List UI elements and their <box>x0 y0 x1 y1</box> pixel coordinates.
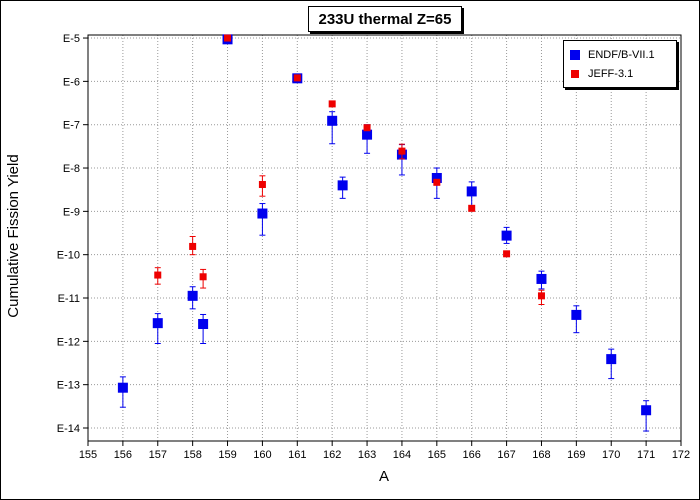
chart-title: 233U thermal Z=65 <box>318 10 452 28</box>
data-point <box>117 382 128 393</box>
x-tick-label: 169 <box>567 449 585 461</box>
data-point <box>152 318 163 329</box>
data-point <box>328 100 336 108</box>
tick-layer: 155 156 157 158 159 160 161 162 163 164 165 166 167 1… <box>57 33 690 461</box>
x-tick-label: 171 <box>637 449 655 461</box>
x-tick-label: 163 <box>358 449 376 461</box>
data-point <box>327 115 338 126</box>
y-tick-label: E-13 <box>57 380 80 392</box>
grid-layer <box>88 35 681 441</box>
legend-label-jeff: JEFF-3.1 <box>588 68 634 80</box>
legend: ENDF/B-VII.1 JEFF-3.1 <box>563 40 677 88</box>
x-tick-label: 155 <box>79 449 97 461</box>
data-point <box>363 124 371 132</box>
data-point <box>187 290 198 301</box>
data-point <box>641 405 652 416</box>
x-tick-label: 156 <box>114 449 132 461</box>
data-point <box>154 271 162 279</box>
x-tick-label: 157 <box>149 449 167 461</box>
data-point <box>537 292 545 300</box>
series-jeff <box>154 34 545 306</box>
legend-entry-endf: ENDF/B-VII.1 <box>570 48 655 62</box>
data-point <box>258 180 266 188</box>
x-tick-label: 159 <box>218 449 236 461</box>
legend-label-endf: ENDF/B-VII.1 <box>588 49 655 61</box>
x-tick-label: 167 <box>497 449 515 461</box>
y-tick-label: E-5 <box>63 33 80 45</box>
data-point <box>433 178 441 186</box>
data-point <box>606 354 617 365</box>
data-point <box>466 186 477 197</box>
x-tick-label: 168 <box>532 449 550 461</box>
data-point <box>257 208 268 219</box>
data-point <box>398 147 406 155</box>
data-point <box>293 74 301 82</box>
data-point <box>571 309 582 320</box>
x-tick-label: 170 <box>602 449 620 461</box>
y-tick-label: E-10 <box>57 250 80 262</box>
data-point <box>189 242 197 250</box>
x-tick-label: 158 <box>183 449 201 461</box>
x-tick-label: 162 <box>323 449 341 461</box>
x-tick-label: 166 <box>463 449 481 461</box>
data-point <box>199 273 207 281</box>
y-tick-label: E-7 <box>63 120 80 132</box>
y-tick-label: E-12 <box>57 336 80 348</box>
data-point <box>431 172 442 183</box>
data-point <box>468 204 476 212</box>
x-tick-label: 172 <box>672 449 690 461</box>
series-endf <box>117 34 652 432</box>
x-tick-label: 161 <box>288 449 306 461</box>
legend-marker-endf <box>570 50 580 60</box>
data-point <box>224 34 232 42</box>
data-point <box>503 250 511 258</box>
legend-entry-jeff: JEFF-3.1 <box>570 67 633 81</box>
data-point <box>337 180 348 191</box>
series-layer <box>117 34 652 432</box>
data-point <box>198 319 209 330</box>
chart-title-box: 233U thermal Z=65 <box>308 6 462 32</box>
y-tick-label: E-6 <box>63 76 80 88</box>
x-tick-label: 160 <box>253 449 271 461</box>
data-point <box>536 273 547 284</box>
y-axis-label: Cumulative Fission Yield <box>5 154 22 317</box>
x-axis-label: A <box>379 468 389 485</box>
y-tick-label: E-11 <box>58 293 80 305</box>
x-tick-label: 164 <box>393 449 411 461</box>
legend-marker-jeff <box>571 70 579 78</box>
data-point <box>501 230 512 241</box>
plot-area-border <box>87 34 682 442</box>
x-tick-label: 165 <box>428 449 446 461</box>
data-point <box>362 129 373 140</box>
y-tick-label: E-8 <box>63 163 80 175</box>
y-tick-label: E-14 <box>57 423 80 435</box>
y-tick-label: E-9 <box>63 206 80 218</box>
